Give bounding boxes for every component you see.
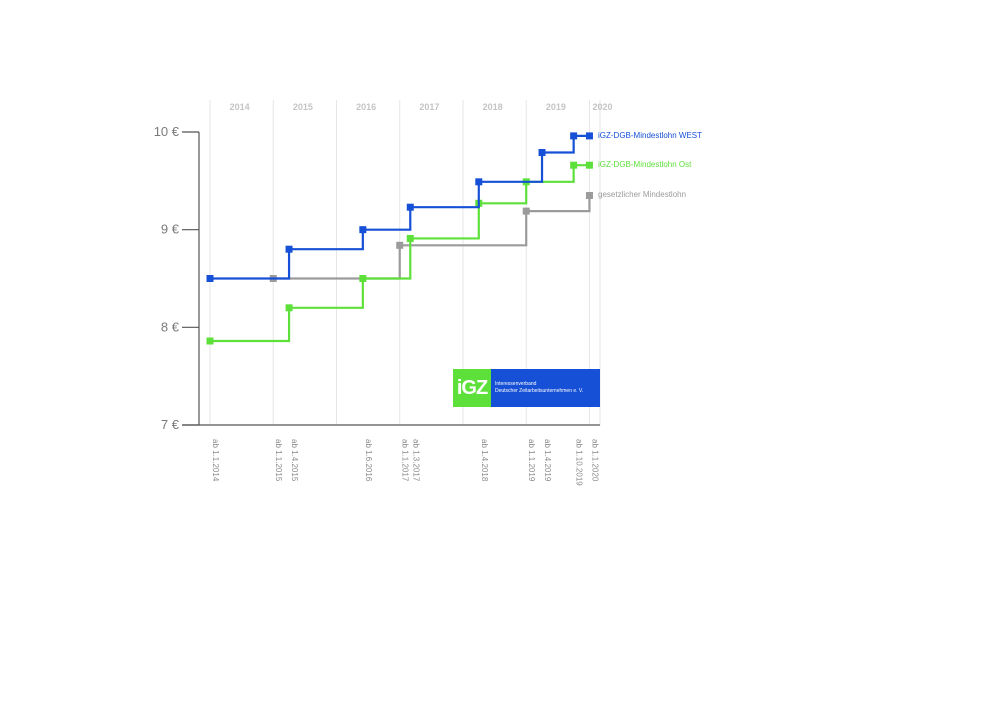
year-label: 2018 bbox=[483, 102, 503, 112]
axes bbox=[182, 132, 600, 426]
y-tick-label: 10 € bbox=[154, 124, 180, 139]
legend: iGZ-DGB-Mindestlohn WEST iGZ-DGB-Mindestl… bbox=[598, 131, 702, 199]
series-point bbox=[396, 241, 404, 249]
date-labels: ab 1.1.2014 ab 1.1.2015 ab 1.4.2015 ab 1.6.… bbox=[211, 439, 599, 486]
series-point bbox=[285, 304, 293, 312]
date-label: ab 1.4.2018 bbox=[480, 439, 489, 482]
date-label: ab 1.3.2017 bbox=[411, 439, 420, 482]
series-point bbox=[406, 234, 414, 242]
series-point bbox=[522, 207, 530, 215]
series-point bbox=[570, 132, 578, 140]
series-point bbox=[538, 149, 546, 157]
year-label: 2019 bbox=[546, 102, 566, 112]
igz-logo-mark: iGZ bbox=[453, 369, 491, 407]
igz-logo: iGZ Interessenverband Deutscher Zeitarbe… bbox=[453, 369, 600, 407]
year-gridlines bbox=[209, 100, 601, 425]
date-label: ab 1.6.2016 bbox=[364, 439, 373, 482]
series-point bbox=[406, 203, 414, 211]
date-label: ab 1.4.2019 bbox=[543, 439, 552, 482]
series-line bbox=[210, 164, 590, 343]
series-point bbox=[585, 132, 593, 140]
date-label: ab 1.4.2015 bbox=[290, 439, 299, 482]
date-label: ab 1.1.2014 bbox=[211, 439, 220, 482]
y-tick-label: 7 € bbox=[161, 417, 180, 432]
series-point bbox=[359, 226, 367, 234]
series-lines bbox=[206, 132, 593, 345]
date-label: ab 1.1.2015 bbox=[274, 439, 283, 482]
series-point bbox=[206, 275, 214, 282]
igz-logo-line1: Interessenverband bbox=[495, 381, 537, 387]
series-point bbox=[585, 161, 593, 169]
series-point bbox=[570, 161, 578, 169]
y-tick-label: 9 € bbox=[161, 222, 180, 237]
series-point bbox=[585, 191, 593, 199]
legend-entry: iGZ-DGB-Mindestlohn WEST bbox=[598, 131, 702, 140]
year-label: 2014 bbox=[230, 102, 250, 112]
series-point bbox=[206, 337, 214, 345]
year-label: 2016 bbox=[356, 102, 376, 112]
series-line bbox=[210, 134, 590, 280]
series-point bbox=[359, 275, 367, 282]
igz-logo-line2: Deutscher Zeitarbeitsunternehmen e. V. bbox=[495, 388, 584, 394]
igz-logo-text: Interessenverband Deutscher Zeitarbeitsu… bbox=[491, 381, 583, 395]
date-label: ab 1.10.2019 bbox=[575, 439, 584, 486]
y-tick-labels: 10 € 9 € 8 € 7 € bbox=[154, 124, 199, 432]
y-tick-label: 8 € bbox=[161, 319, 180, 334]
legend-entry: gesetzlicher Mindestlohn bbox=[598, 190, 686, 199]
year-label: 2020 bbox=[592, 102, 612, 112]
legend-entry: iGZ-DGB-Mindestlohn Ost bbox=[598, 160, 692, 169]
year-label: 2017 bbox=[419, 102, 439, 112]
year-labels: 2014 2015 2016 2017 2018 2019 2020 bbox=[230, 102, 613, 112]
date-label: ab 1.1.2017 bbox=[401, 439, 410, 482]
series-point bbox=[285, 245, 293, 253]
year-label: 2015 bbox=[293, 102, 313, 112]
date-label: ab 1.1.2020 bbox=[590, 439, 599, 482]
series-point bbox=[475, 178, 483, 186]
date-label: ab 1.1.2019 bbox=[527, 439, 536, 482]
